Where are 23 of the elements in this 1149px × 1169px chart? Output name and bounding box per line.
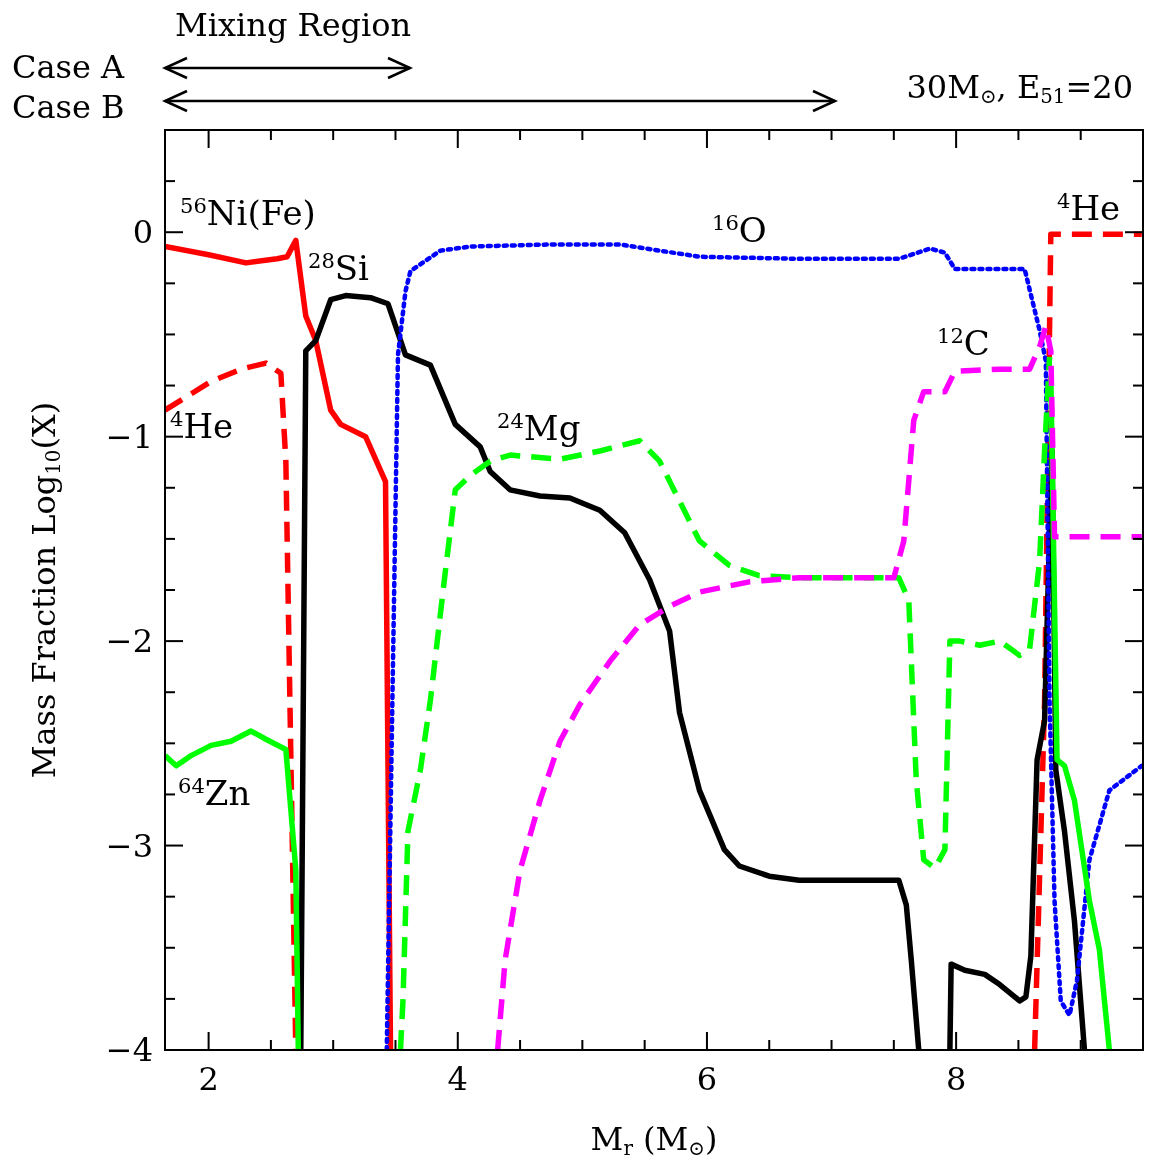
annotation: $^{12}$C [937, 323, 990, 363]
annotation: $^{4}$He [1057, 188, 1121, 228]
y-tick-label: −2 [105, 622, 153, 661]
text: Case A [12, 48, 126, 86]
y-tick-label: −4 [105, 1031, 153, 1069]
annotation: $^{4}$He [170, 406, 234, 446]
x-tick-label: 2 [198, 1060, 219, 1098]
annotation: $^{28}$Si [308, 248, 370, 288]
x-tick-label: 4 [447, 1060, 468, 1098]
y-tick-label: −3 [105, 826, 153, 865]
text: Case B [12, 88, 125, 126]
line-series [384, 242, 1143, 1050]
y-tick-label: −1 [105, 417, 153, 456]
x-tick-label: 8 [945, 1060, 967, 1098]
x-axis-title: M$_{r}$ (M$_{⊙}$) [590, 1120, 718, 1160]
chart-title: 30M$_{⊙}$, E$_{51}$=20 [906, 68, 1133, 108]
text: Mixing Region [175, 6, 412, 44]
annotation: $^{56}$Ni(Fe) [180, 193, 316, 233]
x-tick-label: 6 [696, 1060, 718, 1098]
annotation: $^{16}$O [712, 210, 767, 250]
annotation: $^{64}$Zn [178, 773, 251, 813]
y-tick-label: 0 [132, 213, 153, 252]
annotation: $^{24}$Mg [497, 408, 581, 448]
